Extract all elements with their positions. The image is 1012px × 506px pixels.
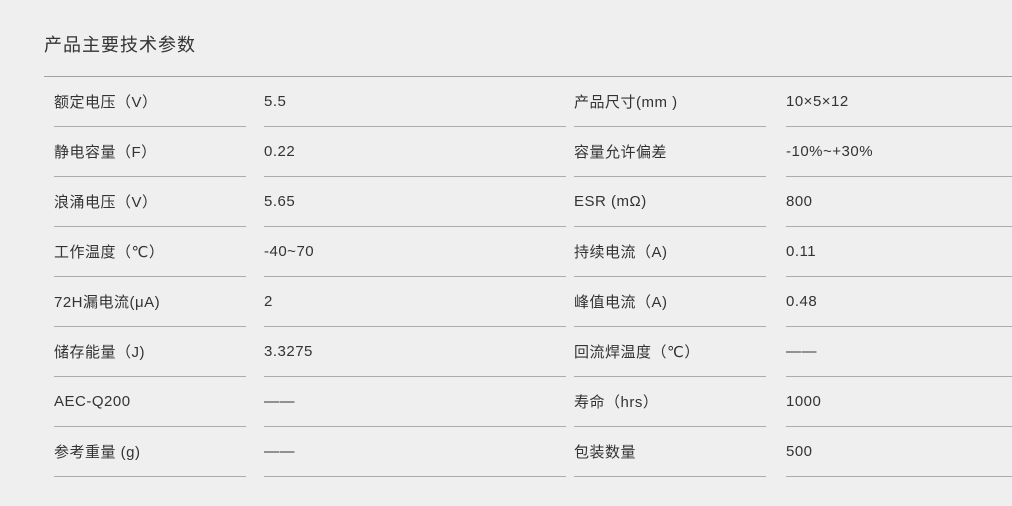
table-row: 72H漏电流(μA) 2 峰值电流（A) 0.48 [54,277,1012,327]
param-label: 回流焊温度（℃） [574,327,766,377]
param-value: 500 [786,427,1012,477]
param-label: 储存能量（J) [54,327,246,377]
param-label: AEC-Q200 [54,377,246,427]
param-label: 静电容量（F） [54,127,246,177]
param-value: 0.22 [264,127,566,177]
product-params-section: 产品主要技术参数 额定电压（V） 5.5 产品尺寸(mm ) 10×5×12 静… [44,35,1012,477]
param-label: 容量允许偏差 [574,127,766,177]
param-value: —— [264,427,566,477]
param-label: 寿命（hrs） [574,377,766,427]
param-value: 800 [786,177,1012,227]
param-label: 参考重量 (g) [54,427,246,477]
param-value: —— [264,377,566,427]
param-label: 工作温度（℃） [54,227,246,277]
param-label: 产品尺寸(mm ) [574,77,766,127]
table-row: 浪涌电压（V） 5.65 ESR (mΩ) 800 [54,177,1012,227]
param-label: 峰值电流（A) [574,277,766,327]
param-value: 2 [264,277,566,327]
table-row: 储存能量（J) 3.3275 回流焊温度（℃） —— [54,327,1012,377]
params-table: 额定电压（V） 5.5 产品尺寸(mm ) 10×5×12 静电容量（F） 0.… [54,77,1012,477]
param-label: 72H漏电流(μA) [54,277,246,327]
table-row: 工作温度（℃） -40~70 持续电流（A) 0.11 [54,227,1012,277]
param-value: 3.3275 [264,327,566,377]
param-label: 包装数量 [574,427,766,477]
table-row: AEC-Q200 —— 寿命（hrs） 1000 [54,377,1012,427]
param-value: -40~70 [264,227,566,277]
param-value: -10%~+30% [786,127,1012,177]
param-label: 浪涌电压（V） [54,177,246,227]
title-divider [44,76,1012,77]
param-value: 0.48 [786,277,1012,327]
param-value: 5.65 [264,177,566,227]
param-value: 0.11 [786,227,1012,277]
param-label: 持续电流（A) [574,227,766,277]
param-value: 10×5×12 [786,77,1012,127]
param-label: ESR (mΩ) [574,177,766,227]
page-title: 产品主要技术参数 [44,35,196,55]
param-value: —— [786,327,1012,377]
param-value: 5.5 [264,77,566,127]
table-row: 静电容量（F） 0.22 容量允许偏差 -10%~+30% [54,127,1012,177]
param-value: 1000 [786,377,1012,427]
param-label: 额定电压（V） [54,77,246,127]
table-row: 额定电压（V） 5.5 产品尺寸(mm ) 10×5×12 [54,77,1012,127]
table-row: 参考重量 (g) —— 包装数量 500 [54,427,1012,477]
